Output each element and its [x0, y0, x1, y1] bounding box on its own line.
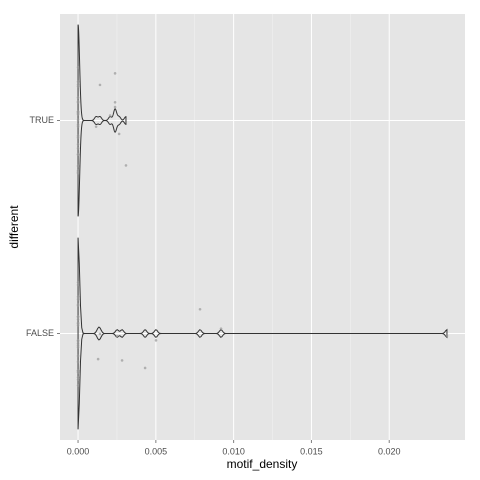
- point: [76, 297, 80, 301]
- x-tick-label: 0.000: [67, 446, 90, 456]
- point: [76, 152, 80, 156]
- point: [76, 315, 80, 319]
- point: [76, 354, 80, 358]
- point: [76, 80, 80, 84]
- point: [76, 170, 80, 174]
- point: [113, 72, 117, 75]
- point: [76, 295, 80, 299]
- x-tick-label: 0.015: [300, 446, 323, 456]
- point: [76, 83, 80, 86]
- point: [76, 322, 80, 325]
- point: [154, 339, 158, 342]
- violin: [77, 24, 127, 217]
- point: [76, 303, 80, 306]
- point: [76, 344, 80, 347]
- point: [76, 136, 80, 139]
- point: [76, 384, 80, 387]
- point: [98, 332, 102, 336]
- point: [76, 345, 80, 349]
- point: [76, 118, 80, 122]
- y-tick-label: TRUE: [30, 115, 55, 125]
- point: [198, 307, 202, 311]
- x-axis-title: motif_density: [227, 457, 298, 471]
- point: [76, 96, 80, 99]
- point: [76, 65, 80, 69]
- point: [76, 110, 80, 114]
- x-tick-label: 0.020: [378, 446, 401, 456]
- point: [76, 376, 80, 379]
- point: [76, 134, 80, 138]
- x-tick-label: 0.010: [222, 446, 245, 456]
- point: [117, 132, 121, 136]
- point: [76, 369, 80, 373]
- point: [445, 334, 449, 338]
- y-tick-label: FALSE: [26, 328, 54, 338]
- point: [76, 323, 80, 327]
- point: [113, 105, 117, 109]
- point: [98, 83, 102, 87]
- point: [76, 142, 80, 146]
- point: [94, 125, 98, 129]
- point: [120, 359, 124, 362]
- point: [76, 101, 80, 104]
- violin: [77, 237, 448, 430]
- y-axis-title: different: [7, 205, 21, 249]
- point: [76, 283, 80, 287]
- point: [96, 357, 100, 361]
- point: [76, 378, 80, 381]
- point: [108, 114, 112, 117]
- point: [76, 164, 80, 168]
- point: [219, 327, 223, 330]
- point: [124, 164, 128, 167]
- panel: [60, 14, 465, 440]
- point: [76, 125, 80, 128]
- point: [76, 318, 80, 321]
- point: [76, 339, 80, 343]
- point: [76, 146, 80, 150]
- point: [76, 360, 80, 364]
- point: [115, 334, 119, 338]
- point: [76, 281, 80, 284]
- point: [76, 85, 80, 88]
- point: [76, 342, 80, 345]
- point: [113, 101, 117, 104]
- point: [143, 366, 147, 370]
- x-tick-label: 0.005: [145, 446, 168, 456]
